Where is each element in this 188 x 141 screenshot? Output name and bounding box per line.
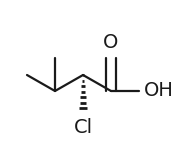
Text: O: O [103, 33, 119, 52]
Text: OH: OH [144, 81, 174, 101]
Text: Cl: Cl [74, 118, 92, 137]
